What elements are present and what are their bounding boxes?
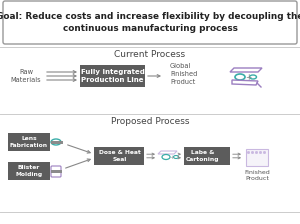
FancyBboxPatch shape: [94, 147, 144, 165]
FancyBboxPatch shape: [80, 65, 145, 87]
Text: Dose & Heat
Seal: Dose & Heat Seal: [99, 150, 141, 162]
FancyBboxPatch shape: [3, 1, 297, 44]
Text: +: +: [245, 73, 251, 82]
Text: Proposed Process: Proposed Process: [111, 116, 189, 125]
FancyBboxPatch shape: [8, 162, 50, 180]
Text: Finished
Product: Finished Product: [244, 170, 270, 181]
Text: Global
Finished
Product: Global Finished Product: [170, 63, 197, 85]
FancyBboxPatch shape: [8, 133, 50, 151]
Text: Blister
Molding: Blister Molding: [15, 165, 43, 177]
Text: Raw
Materials: Raw Materials: [11, 69, 41, 83]
FancyBboxPatch shape: [184, 147, 230, 165]
Text: Lens
Fabrication: Lens Fabrication: [10, 136, 48, 148]
Text: Fully Integrated
Production Line: Fully Integrated Production Line: [81, 69, 144, 83]
Text: Current Process: Current Process: [114, 50, 186, 58]
FancyBboxPatch shape: [246, 149, 268, 166]
Text: Labe &
Cartoning: Labe & Cartoning: [186, 150, 220, 162]
Text: Goal: Reduce costs and increase flexibility by decoupling the
continuous manufac: Goal: Reduce costs and increase flexibil…: [0, 12, 300, 33]
Text: +: +: [169, 155, 175, 159]
